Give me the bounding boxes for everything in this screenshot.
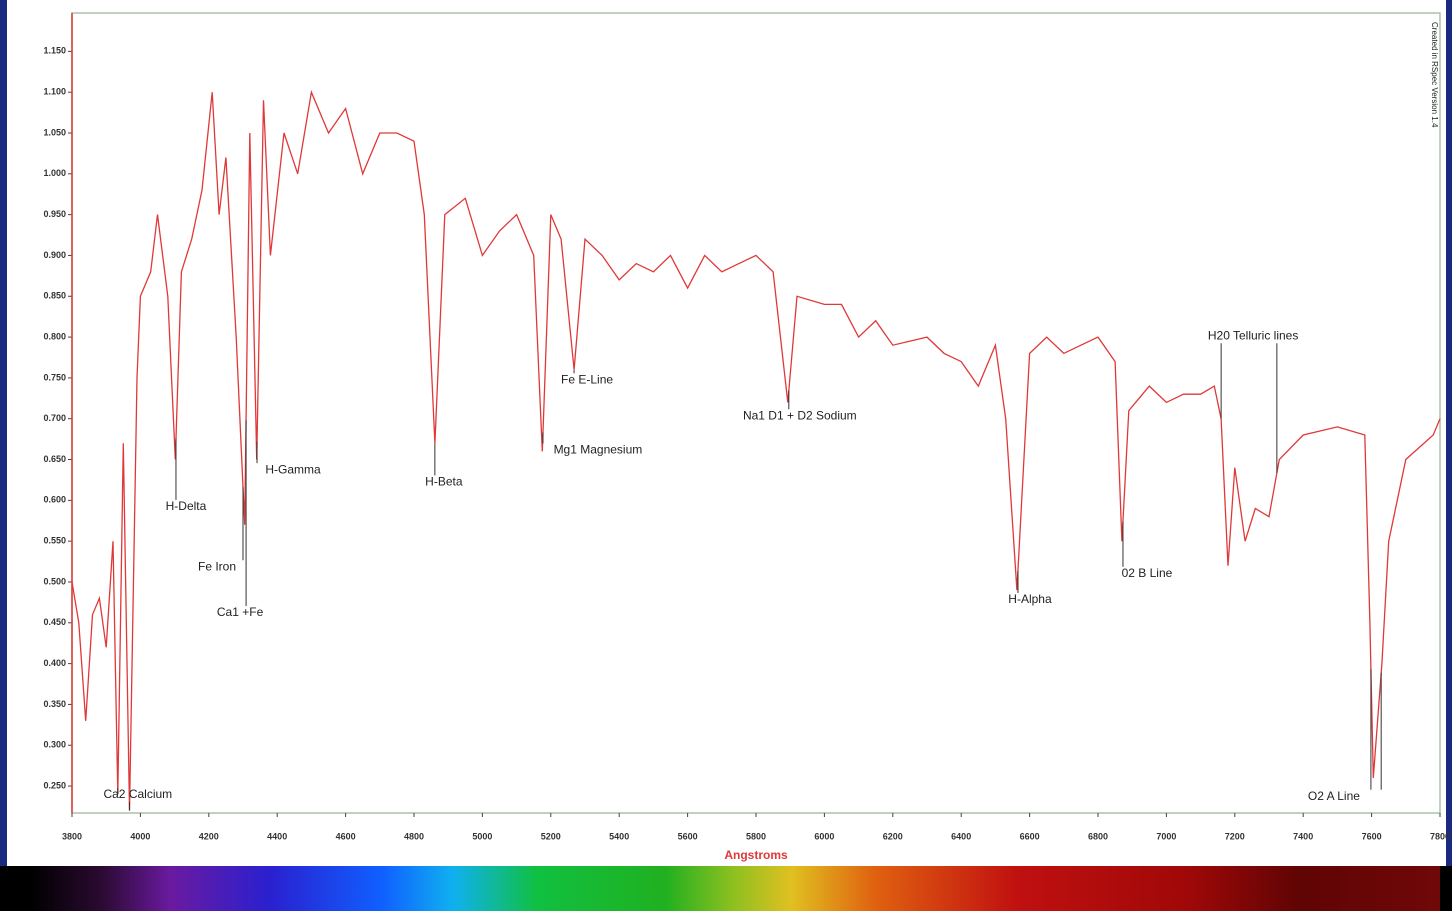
y-tick-label: 0.650 <box>43 454 66 464</box>
x-tick-label: 6400 <box>951 831 971 841</box>
annotation: H-Alpha <box>1008 592 1052 606</box>
annotation: Fe E-Line <box>561 373 613 387</box>
y-tick-label: 0.300 <box>43 740 66 750</box>
y-tick-label: 0.550 <box>43 536 66 546</box>
y-tick-label: 0.750 <box>43 372 66 382</box>
annotation: O2 A Line <box>1308 789 1360 803</box>
right-frame <box>1446 0 1452 911</box>
y-tick-label: 0.450 <box>43 617 66 627</box>
x-tick-label: 4600 <box>336 831 356 841</box>
y-tick-label: 0.250 <box>43 780 66 790</box>
y-tick-label: 0.500 <box>43 576 66 586</box>
x-tick-label: 6800 <box>1088 831 1108 841</box>
y-tick-label: 0.900 <box>43 250 66 260</box>
y-tick-label: 0.700 <box>43 413 66 423</box>
annotation: H-Beta <box>425 475 463 489</box>
y-tick-label: 1.100 <box>43 87 66 97</box>
x-tick-label: 5000 <box>472 831 492 841</box>
y-tick-label: 0.400 <box>43 658 66 668</box>
x-tick-label: 5600 <box>678 831 698 841</box>
y-tick-label: 1.050 <box>43 127 66 137</box>
annotation: Mg1 Magnesium <box>554 443 643 457</box>
y-tick-label: 0.850 <box>43 291 66 301</box>
x-tick-label: 6600 <box>1020 831 1040 841</box>
x-tick-label: 7000 <box>1156 831 1176 841</box>
x-tick-label: 7400 <box>1293 831 1313 841</box>
left-frame <box>0 0 7 911</box>
annotation: H-Delta <box>166 499 207 513</box>
annotation: Ca2 Calcium <box>103 787 172 801</box>
annotation: Fe Iron <box>198 559 236 573</box>
x-tick-label: 4200 <box>199 831 219 841</box>
y-tick-label: 0.600 <box>43 495 66 505</box>
x-tick-label: 4400 <box>267 831 287 841</box>
annotation: H-Gamma <box>265 462 321 476</box>
y-tick-label: 0.800 <box>43 331 66 341</box>
annotation: Na1 D1 + D2 Sodium <box>743 408 857 422</box>
x-tick-label: 7600 <box>1362 831 1382 841</box>
x-tick-label: 3800 <box>62 831 82 841</box>
x-tick-label: 5200 <box>541 831 561 841</box>
annotation: H20 Telluric lines <box>1208 328 1299 342</box>
spectrum-line <box>71 89 1441 811</box>
x-tick-label: 5400 <box>609 831 629 841</box>
x-tick-label: 4000 <box>130 831 150 841</box>
y-tick-label: 1.000 <box>43 168 66 178</box>
x-tick-label: 6000 <box>814 831 834 841</box>
x-tick-label: 7800 <box>1430 831 1450 841</box>
note: Created in RSpec Version 1.4 <box>1430 22 1439 128</box>
x-tick-label: 5800 <box>746 831 766 841</box>
y-tick-label: 0.950 <box>43 209 66 219</box>
x-tick-label: 4800 <box>404 831 424 841</box>
x-tick-label: 6200 <box>883 831 903 841</box>
y-tick-label: 0.350 <box>43 699 66 709</box>
y-tick-label: 1.150 <box>43 46 66 56</box>
annotation: 02 B Line <box>1122 566 1173 580</box>
spectrum-strip <box>30 866 1440 911</box>
annotation: Ca1 +Fe <box>217 605 264 619</box>
x-axis-label: Angstroms <box>724 848 788 862</box>
x-tick-label: 7200 <box>1225 831 1245 841</box>
